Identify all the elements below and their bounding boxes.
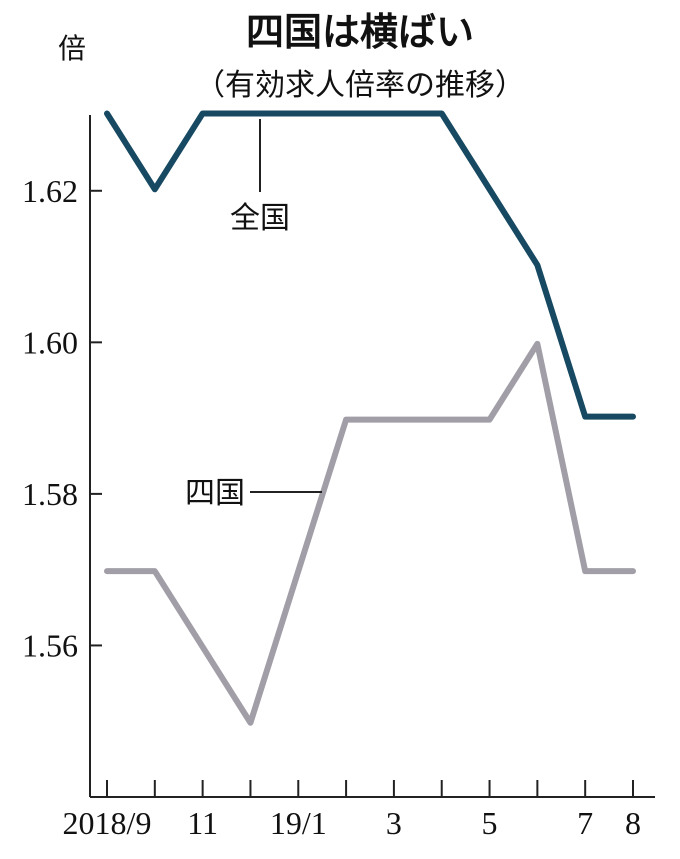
chart-title: 四国は横ばい <box>246 10 474 54</box>
series-line <box>104 340 636 726</box>
x-tick-label: 7 <box>577 805 593 841</box>
y-tick-label: 1.58 <box>22 476 78 512</box>
series-lines <box>104 110 636 726</box>
x-tick-label: 3 <box>386 805 402 841</box>
y-tick-label: 1.62 <box>22 173 78 209</box>
chart-subtitle: （有効求人倍率の推移） <box>195 68 525 103</box>
x-axis-ticks: 2018/9 11 19/1 3 5 7 8 <box>63 780 641 841</box>
y-axis-unit-label: 倍 <box>58 32 86 65</box>
x-tick-label: 19/1 <box>270 805 327 841</box>
x-tick-label: 2018/9 <box>63 805 152 841</box>
y-tick-label: 1.60 <box>22 324 78 360</box>
series-label-shikoku: 四国 <box>185 476 245 511</box>
series-line <box>104 110 636 420</box>
series-label-national: 全国 <box>230 201 290 236</box>
x-tick-label: 11 <box>187 805 218 841</box>
x-tick-label: 5 <box>482 805 498 841</box>
y-tick-label: 1.56 <box>22 627 78 663</box>
y-axis-ticks: 1.56 1.58 1.60 1.62 <box>22 173 102 663</box>
x-tick-label: 8 <box>625 805 641 841</box>
